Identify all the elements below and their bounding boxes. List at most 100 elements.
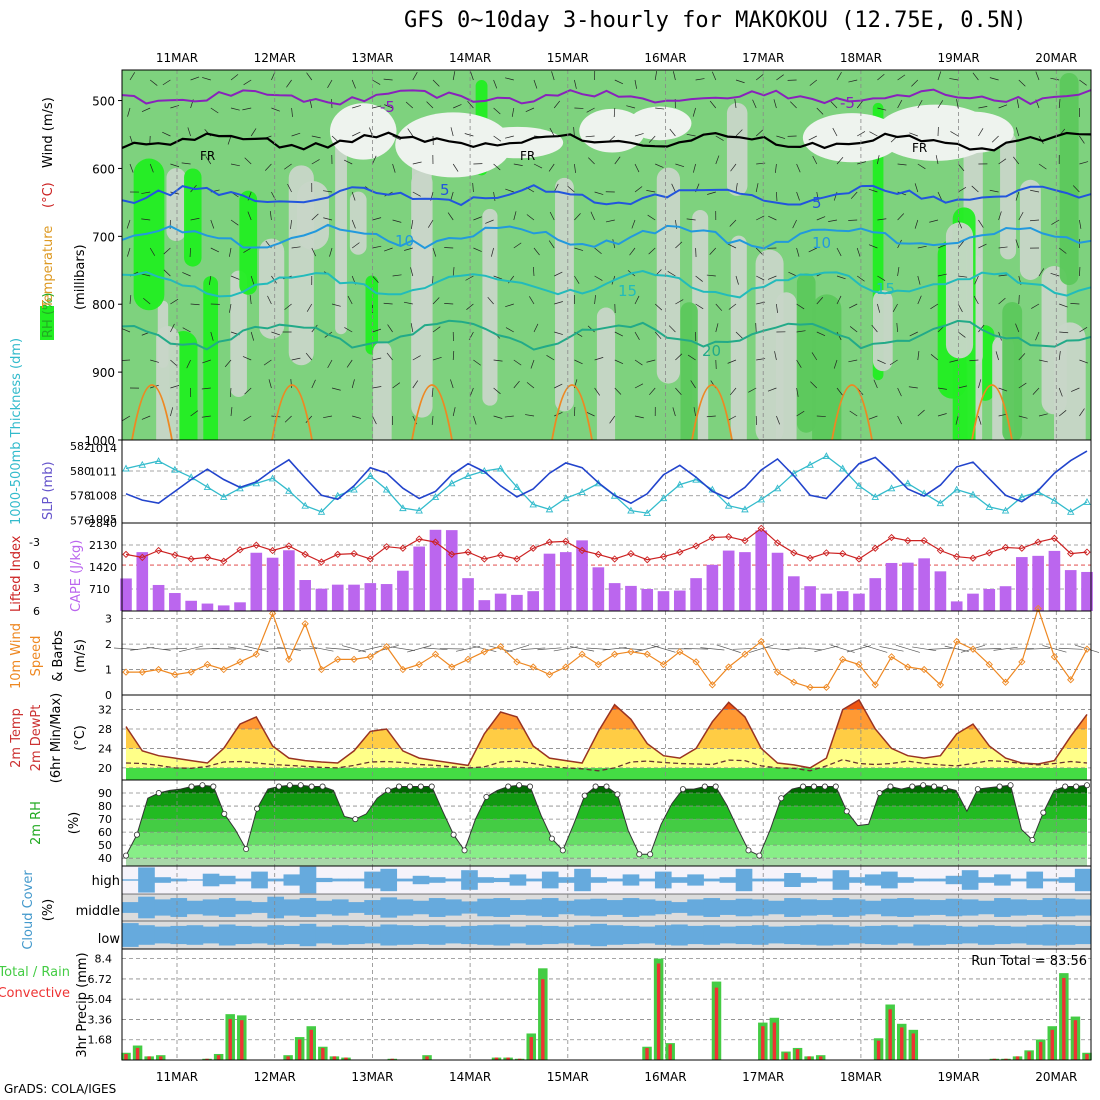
wind-barb [122, 359, 131, 361]
contour-warm [131, 384, 173, 440]
thickness-marker [578, 488, 586, 495]
lifted-index-marker [529, 544, 537, 552]
wind-barb [755, 129, 764, 137]
wind-barb [735, 129, 743, 137]
wind-barb [828, 219, 838, 222]
wind-barb [998, 158, 1007, 165]
rh-patch [203, 276, 218, 440]
rh-marker [428, 783, 435, 790]
cloud-cell [913, 899, 930, 916]
wind-barb [392, 219, 402, 223]
wind-barb [856, 100, 863, 109]
wind-barb [709, 247, 717, 255]
cloud-cell [380, 868, 398, 892]
precip-convective-bar [529, 1037, 533, 1060]
temp-ylabel: 2m DewPt [29, 705, 44, 772]
wind-barb [311, 213, 319, 221]
wind-speed-marker [545, 670, 554, 679]
precip-convective-bar [541, 979, 545, 1060]
wind-barb [695, 78, 705, 81]
wind-barb [351, 379, 355, 389]
thickness-marker [513, 483, 521, 491]
cape-bar [511, 594, 523, 611]
wind-barb [452, 71, 456, 81]
wind-speed-marker [382, 642, 391, 651]
rh-marker [406, 783, 413, 790]
lifted-index-marker [773, 539, 782, 547]
wind-speed-marker [301, 620, 309, 628]
precip-bg [122, 949, 1091, 1060]
cloud-cell [703, 925, 721, 945]
precip-convective-bar [888, 1009, 892, 1060]
lifted-index-marker [985, 549, 993, 557]
cloud-cell [848, 899, 866, 916]
wind-barb [574, 359, 583, 365]
wind-barb [690, 380, 696, 389]
wind-barb [776, 303, 778, 313]
wind-barb [493, 387, 501, 395]
wind-barb [1058, 247, 1067, 254]
cloud-cell [1042, 924, 1060, 946]
wind-barb [242, 356, 252, 361]
temp-band [126, 767, 1087, 780]
cloud-cell [299, 898, 317, 917]
wind-barb [646, 359, 656, 363]
wind-barb [978, 106, 988, 109]
rh-marker [483, 793, 490, 800]
precip-convective-bar [124, 1053, 128, 1060]
wind-barb [836, 295, 842, 305]
thickness-marker [952, 485, 961, 493]
wind-barb [755, 183, 759, 193]
rh-marker [275, 783, 282, 790]
wind-barb [343, 159, 353, 165]
wind-speed-marker [203, 660, 212, 669]
cloud-cell [1042, 898, 1060, 917]
upper-air-ylabel: Wind (m/s) [41, 97, 56, 168]
wind-barb [249, 295, 252, 305]
wind-barb [977, 647, 1002, 650]
wind-barb [210, 219, 215, 229]
cloud-cell [1026, 871, 1044, 889]
rh-marker [843, 808, 850, 815]
rh-patch [482, 208, 498, 406]
wind-barb [464, 133, 474, 137]
wind-barb [346, 359, 353, 368]
wind-barb [716, 644, 741, 653]
date-label-top: 18MAR [840, 51, 882, 65]
wind-barb [868, 244, 878, 249]
cloud-cell [832, 870, 850, 890]
date-label-top: 19MAR [938, 51, 980, 65]
rh-marker [1062, 783, 1069, 790]
contour-warm [831, 384, 873, 440]
wind-barb [149, 79, 158, 86]
wind-barb [570, 646, 595, 652]
cloud-cell [784, 873, 801, 887]
precip-convective-bar [321, 1047, 325, 1060]
contour-warm [411, 384, 453, 440]
rh-marker [1007, 782, 1014, 789]
wind-barb [848, 79, 858, 83]
wind-speed-marker [562, 663, 570, 671]
cloud-cell [864, 874, 882, 886]
wind-barb [808, 247, 817, 253]
cloud-cell [1010, 878, 1027, 882]
cloud-cell [816, 924, 834, 946]
wind-barb [695, 275, 703, 282]
lifted-index-marker [334, 550, 342, 559]
wind-barb [387, 324, 393, 333]
precip-convective-bar [240, 1020, 244, 1060]
wind-barb [991, 135, 999, 143]
wind-barb [973, 295, 979, 305]
cloud-cell [138, 896, 155, 919]
wind-barb [790, 101, 797, 109]
wind-barb [250, 331, 255, 341]
cloud-cell [477, 925, 494, 945]
cape-bar [967, 593, 979, 611]
wind-barb [412, 161, 422, 165]
thickness-marker [448, 479, 456, 487]
cloud-cell [477, 898, 494, 917]
wind-barb [250, 275, 255, 285]
wind-barb [372, 328, 382, 333]
wind-barb [735, 275, 739, 285]
cloud-cell [315, 877, 333, 883]
